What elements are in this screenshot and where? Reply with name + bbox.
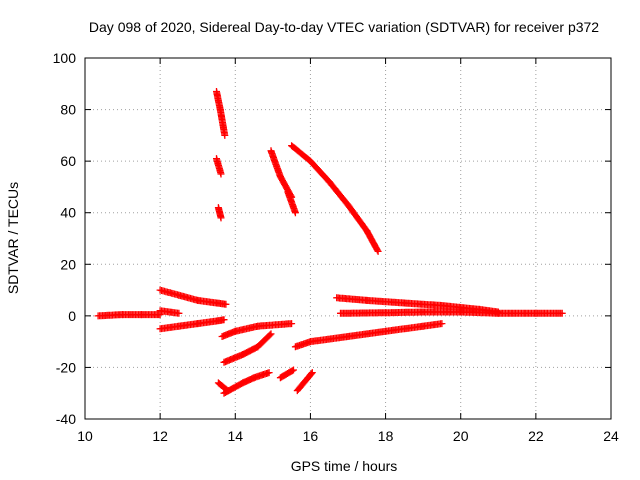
data-point (221, 131, 229, 139)
series-arc-12 (276, 366, 297, 382)
series-arc-19 (337, 308, 566, 317)
data-point (288, 367, 296, 375)
data-point (217, 170, 225, 178)
data-points (94, 88, 566, 397)
data-point (558, 309, 566, 317)
data-point (288, 320, 296, 328)
series-arc-17 (291, 320, 446, 351)
x-tick-label: 16 (303, 428, 319, 444)
series-arc-13 (293, 369, 316, 395)
data-point (267, 330, 275, 338)
data-point (307, 370, 315, 378)
series-arc-8 (218, 320, 296, 340)
y-tick-label: -20 (56, 359, 76, 375)
data-point (266, 331, 274, 339)
series-arc-2 (156, 286, 230, 308)
axis-ticks: 10 12 14 16 18 20 22 24 -40 -20 0 20 40 60 80 100 (53, 50, 619, 444)
x-tick-label: 20 (453, 428, 469, 444)
data-point (373, 246, 381, 254)
y-axis-label: SDTVAR / TECUs (5, 182, 21, 294)
chart-title: Day 098 of 2020, Sidereal Day-to-day VTE… (89, 19, 599, 35)
series-arc-7 (214, 204, 225, 222)
series-arc-1 (94, 311, 164, 320)
series-arc-6 (213, 155, 225, 178)
x-tick-label: 18 (378, 428, 394, 444)
y-tick-label: 0 (68, 308, 76, 324)
data-point (222, 300, 230, 308)
y-tick-label: -40 (56, 411, 76, 427)
x-axis-label: GPS time / hours (291, 458, 398, 474)
data-point (374, 247, 382, 255)
y-tick-label: 100 (53, 50, 77, 66)
x-tick-label: 12 (152, 428, 168, 444)
series-arc-3 (156, 316, 228, 333)
series-arc-9 (220, 330, 275, 366)
y-tick-label: 80 (60, 102, 76, 118)
data-point (175, 309, 183, 317)
series-arc-4 (156, 307, 183, 317)
x-tick-label: 24 (603, 428, 619, 444)
series-arc-11 (220, 369, 273, 397)
y-tick-label: 40 (60, 205, 76, 221)
data-point (217, 214, 225, 222)
x-tick-label: 14 (227, 428, 243, 444)
series-arc-16 (288, 142, 382, 255)
data-point (308, 369, 316, 377)
data-point (265, 369, 273, 377)
plot-frame (84, 57, 612, 420)
grid-lines (85, 58, 611, 419)
y-tick-label: 60 (60, 153, 76, 169)
data-point (291, 209, 299, 217)
data-point (290, 366, 297, 374)
data-point (220, 316, 228, 324)
y-tick-label: 20 (60, 256, 76, 272)
series-arc-5 (213, 88, 229, 139)
data-point (438, 320, 446, 328)
x-tick-label: 10 (77, 428, 93, 444)
series-arc-15 (284, 188, 299, 217)
x-tick-label: 22 (528, 428, 544, 444)
